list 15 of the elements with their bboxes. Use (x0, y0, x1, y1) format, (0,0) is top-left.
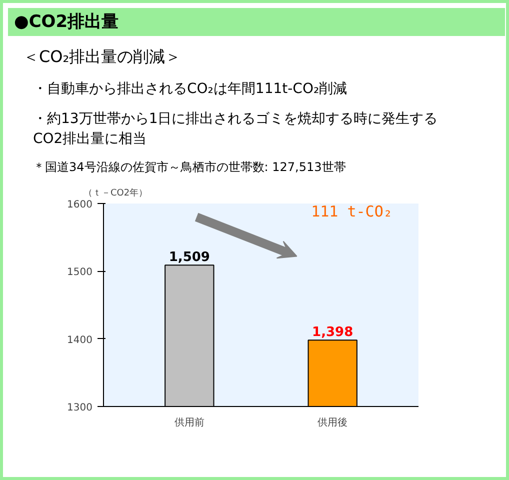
data-label: 1,398 (312, 325, 354, 340)
text: ＊国道34号沿線の佐賀市～鳥栖市の世帯数: 127,513世帯 (33, 159, 346, 176)
chart-subtitle: ＜CO₂排出量の削減＞ (23, 46, 182, 68)
text: ・約13万世帯から1日に排出されるゴミを焼却する時に発生するCO2排出量に相当 (33, 110, 439, 150)
x-tick-label: 供用後 (318, 416, 348, 429)
y-tick-label: 1400 (67, 335, 93, 346)
y-tick-label: 1600 (67, 200, 93, 211)
y-tick-label: 1500 (67, 267, 93, 278)
chart-title: ●CO2排出量 (14, 11, 119, 34)
x-tick-label: 供用前 (174, 416, 204, 429)
annotation: 111 t-CO₂ (311, 202, 392, 221)
text: ・自動車から排出されるCO₂は年間111t-CO₂削減 (33, 80, 348, 100)
y-tick-label: 1300 (67, 402, 93, 414)
y-axis-title: （ｔ－CO2年） (84, 188, 148, 199)
data-label: 1,509 (168, 250, 210, 266)
